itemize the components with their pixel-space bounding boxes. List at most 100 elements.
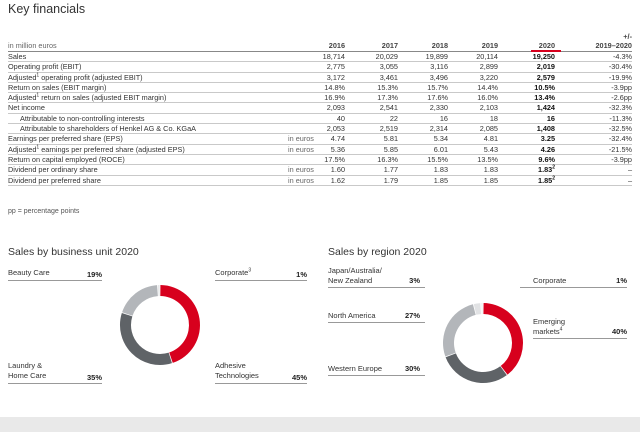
leader-line (8, 383, 102, 384)
cell-value: 9.6% (538, 154, 555, 164)
region-pct-emerging: 40% (611, 327, 627, 336)
region-label-corporate: Corporate (533, 276, 567, 285)
row-label: Adjusted1 earnings per preferred share (… (8, 144, 185, 154)
region-slice-corporate (481, 303, 483, 315)
footnote: pp = percentage points (8, 208, 80, 215)
cell-value: -32.5% (608, 124, 632, 134)
change-header: 2019–2020 (595, 41, 632, 50)
table-header: in million euros 2016 2017 2018 2019 202… (8, 30, 632, 52)
bu-slice-adhesive-technologies (160, 285, 200, 363)
cell-value: 17.5% (324, 154, 345, 164)
row-unit: in euros (288, 134, 314, 144)
region-slice-emerging-markets (483, 303, 523, 375)
cell-value: 3,220 (479, 72, 498, 82)
current-year-marker (531, 50, 561, 52)
cell-value: 2,093 (326, 103, 345, 113)
cell-value: 4.26 (540, 144, 555, 154)
region-pct-north-america: 27% (404, 311, 420, 320)
cell-value: 3.25 (540, 134, 555, 144)
cell-value: 2,085 (479, 124, 498, 134)
cell-value: -30.4% (608, 62, 632, 72)
cell-value: -3.9pp (611, 82, 632, 92)
cell-value: 2,019 (536, 62, 555, 72)
cell-value: 19,250 (532, 52, 555, 61)
row-label: Return on capital employed (ROCE) (8, 154, 125, 164)
cell-value: 15.5% (427, 154, 448, 164)
cell-value: 20,114 (476, 52, 498, 61)
key-financials-table: in million euros 2016 2017 2018 2019 202… (8, 30, 632, 186)
cell-value: -32.3% (608, 103, 632, 113)
row-label: Attributable to non-controlling interest… (20, 113, 145, 123)
region-slice-japan-australia-new-zealand (473, 303, 482, 315)
leader-line (533, 338, 627, 339)
change-header-sign: +/- (623, 32, 632, 41)
cell-value: 18,714 (322, 52, 345, 61)
table-row: Adjusted1 operating profit (adjusted EBI… (8, 73, 632, 83)
leader-line (328, 375, 425, 376)
table-row: Adjusted1 return on sales (adjusted EBIT… (8, 93, 632, 104)
year-header: 2019 (481, 41, 498, 50)
cell-value: 22 (389, 113, 398, 123)
cell-value: 3,172 (326, 72, 345, 82)
year-header: 2017 (381, 41, 398, 50)
cell-value: 2,775 (326, 62, 345, 72)
table-row: Net income 2,093 2,541 2,330 2,103 1,424 -32.3… (8, 103, 632, 114)
region-pct-japan: 3% (409, 276, 420, 285)
bu-pct-corporate: 1% (296, 270, 307, 279)
table-row: Operating profit (EBIT) 2,775 3,055 3,116 2,… (8, 62, 632, 73)
table-row: Sales 18,714 20,029 19,899 20,114 19,250 -4.3% (8, 52, 632, 63)
row-label: Earnings per preferred share (EPS) (8, 134, 123, 144)
bu-label-corporate: Corporate3 (215, 267, 252, 277)
table-row: Return on capital employed (ROCE) 17.5% 16… (8, 154, 632, 166)
bu-pct-laundry: 35% (86, 373, 102, 382)
cell-value: – (627, 175, 632, 185)
cell-value: 16.0% (477, 93, 498, 103)
cell-value: -21.5% (608, 144, 632, 154)
cell-value: 2,314 (429, 124, 448, 134)
cell-value: 16 (546, 113, 555, 123)
cell-value: -3.9pp (611, 154, 632, 164)
cell-value: 2,899 (479, 62, 498, 72)
cell-value: 1.832 (538, 164, 555, 175)
cell-value: 2,053 (326, 124, 345, 134)
region-label-japan: Japan/Australia/New Zealand (328, 266, 382, 285)
cell-value: 2,519 (379, 124, 398, 134)
year-header-current: 2020 (538, 41, 555, 50)
row-label: Dividend per ordinary share (8, 165, 98, 175)
leader-line (8, 280, 102, 281)
region-chart-title: Sales by region 2020 (328, 246, 427, 258)
row-label: Net income (8, 103, 45, 113)
region-pct-corporate: 1% (616, 276, 627, 285)
row-label: Sales (8, 52, 27, 61)
cell-value: 5.85 (383, 144, 398, 154)
cell-value: 14.4% (477, 82, 498, 92)
row-label: Attributable to shareholders of Henkel A… (20, 124, 197, 134)
cell-value: – (627, 165, 632, 175)
cell-value: 1.85 (433, 175, 448, 185)
cell-value: -32.4% (608, 134, 632, 144)
region-donut-chart (443, 303, 523, 383)
row-unit: in euros (288, 165, 314, 175)
cell-value: 1,424 (536, 103, 555, 113)
cell-value: 17.3% (377, 93, 398, 103)
cell-value: 4.74 (330, 134, 345, 144)
cell-value: 16.9% (324, 93, 345, 103)
year-header: 2016 (328, 41, 345, 50)
cell-value: 1.83 (433, 165, 448, 175)
cell-value: 1.852 (538, 175, 555, 185)
cell-value: -4.3% (612, 52, 632, 61)
bu-pct-adhesive: 45% (291, 373, 307, 382)
cell-value: 5.36 (330, 144, 345, 154)
cell-value: 2,541 (379, 103, 398, 113)
cell-value: 40 (336, 113, 345, 123)
leader-line (215, 383, 307, 384)
bu-label-adhesive: Adhesive Technologies (215, 361, 259, 380)
cell-value: 4.81 (483, 134, 498, 144)
cell-value: 5.81 (383, 134, 398, 144)
footer-band (0, 417, 640, 432)
cell-value: 15.7% (427, 82, 448, 92)
cell-value: 13.5% (477, 154, 498, 164)
bu-chart-title: Sales by business unit 2020 (8, 246, 139, 258)
row-label: Adjusted1 operating profit (adjusted EBI… (8, 72, 143, 82)
year-header: 2018 (431, 41, 448, 50)
